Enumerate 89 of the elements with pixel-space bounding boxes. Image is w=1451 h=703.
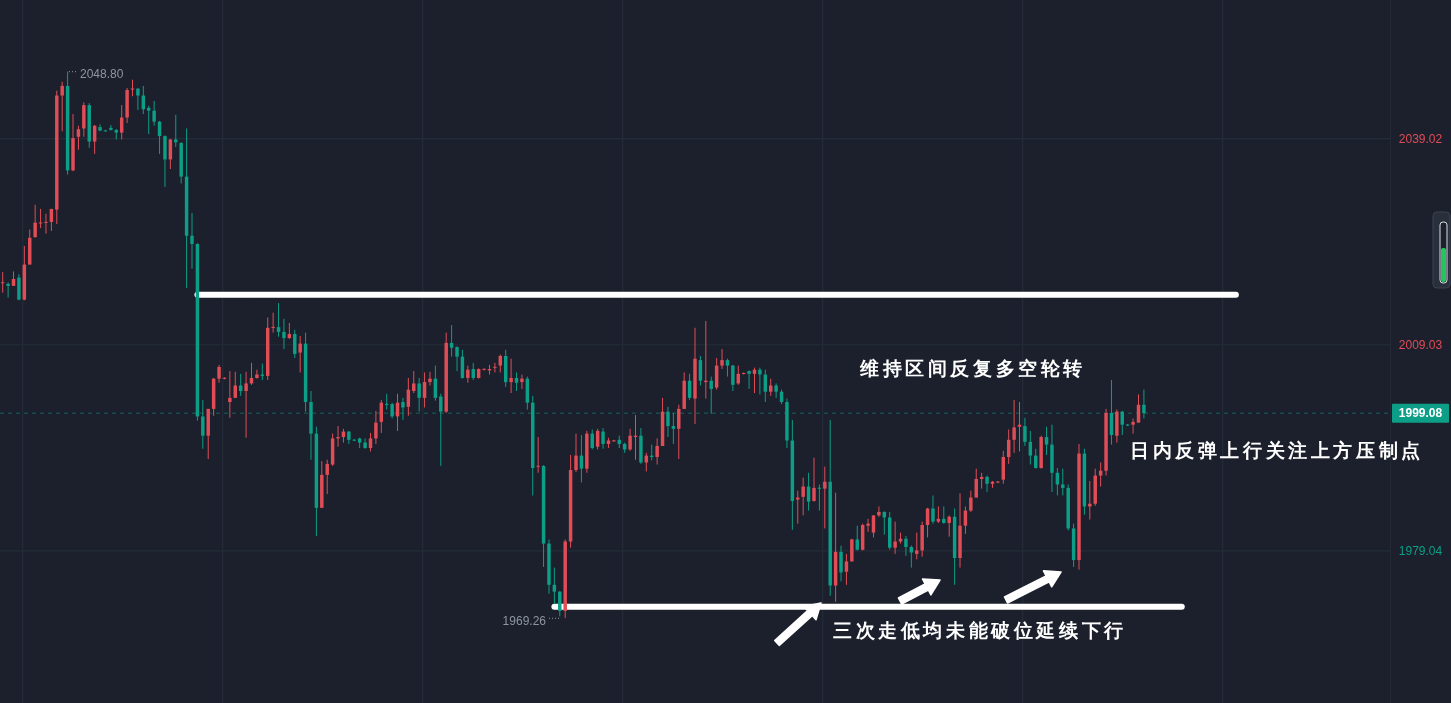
candlestick — [1044, 426, 1049, 456]
candlestick — [1061, 468, 1065, 496]
candlestick — [601, 427, 605, 450]
candlestick — [915, 532, 919, 560]
candlestick — [866, 518, 870, 533]
candlestick — [38, 208, 43, 229]
ref-line-label: 1999.08 — [1398, 406, 1443, 421]
candlestick — [368, 432, 373, 452]
candlestick — [996, 480, 1000, 484]
candlestick — [493, 362, 497, 373]
candlestick — [758, 367, 762, 395]
candlestick — [731, 364, 735, 392]
candlestick — [677, 404, 681, 460]
y-tick-label: 1979.04 — [1398, 543, 1443, 558]
candlestick — [298, 335, 302, 373]
candlestick — [482, 367, 486, 371]
candlestick — [655, 437, 659, 466]
candlestick — [844, 553, 849, 586]
candlestick — [271, 312, 275, 334]
annotation: 1969.26 — [502, 614, 547, 628]
candlestick — [877, 505, 881, 518]
candlestick — [839, 545, 843, 582]
candlestick — [558, 590, 562, 617]
candlestick — [671, 412, 676, 445]
y-tick-label: 2009.03 — [1398, 337, 1443, 352]
candlestick — [17, 273, 21, 301]
candlestick — [536, 436, 540, 474]
candlestick — [44, 213, 48, 235]
candlestick — [384, 393, 389, 411]
candlestick — [190, 212, 194, 270]
candlestick — [244, 371, 248, 439]
candlestick — [130, 79, 135, 97]
candlestick — [228, 370, 232, 419]
candlestick — [163, 134, 167, 188]
y-tick-label: 2039.02 — [1398, 131, 1443, 146]
candlestick — [109, 124, 113, 132]
candlestick — [612, 439, 616, 443]
candlestick — [152, 100, 156, 127]
candlestick — [374, 410, 378, 445]
candlestick — [439, 393, 443, 467]
candlestick — [628, 428, 632, 452]
annotation: 三次走低均未能破位延续下行 — [833, 619, 1127, 641]
candlestick — [82, 101, 86, 138]
candlestick — [801, 477, 805, 516]
candlestick — [1142, 389, 1146, 419]
candlestick — [401, 397, 405, 421]
candlestick — [969, 490, 973, 513]
candlestick — [282, 318, 286, 350]
candlestick — [455, 345, 459, 372]
candlestick — [774, 382, 778, 399]
candlestick — [909, 545, 914, 569]
candlestick — [666, 406, 670, 438]
candlestick — [823, 466, 827, 529]
candlestick — [574, 433, 578, 473]
annotation: 2048.80 — [80, 67, 124, 81]
candlestick — [904, 535, 908, 557]
candlestick — [893, 521, 897, 555]
candlestick — [33, 204, 37, 239]
annotation: 维持区间反复多空轮转 — [859, 357, 1086, 379]
candlestick — [136, 87, 140, 111]
candlestick — [812, 457, 816, 503]
candlestick — [0, 271, 5, 294]
candlestick — [855, 525, 859, 551]
candlestick — [520, 374, 524, 390]
candlestick — [871, 514, 876, 538]
candlestick — [147, 105, 151, 135]
candlestick — [947, 514, 951, 538]
candlestick — [1131, 418, 1135, 435]
candlestick — [60, 81, 64, 132]
candlestick — [1023, 417, 1027, 447]
candlestick — [255, 369, 259, 380]
candlestick — [76, 125, 81, 151]
candlestick — [817, 483, 822, 512]
candlestick — [363, 437, 367, 450]
candlestick — [747, 369, 751, 390]
candlestick — [6, 281, 10, 299]
candlestick — [720, 348, 724, 370]
candlestick — [201, 399, 205, 450]
candlestick — [709, 376, 713, 415]
candlestick — [1012, 399, 1016, 454]
annotation: 日内反弹上行关注上方压制点 — [1130, 439, 1424, 461]
candlestick — [428, 371, 432, 387]
candlestick — [985, 475, 989, 493]
candlestick — [417, 377, 421, 413]
candlestick — [509, 358, 513, 394]
candlestick — [412, 370, 416, 394]
candlestick — [931, 494, 935, 525]
candlestick — [325, 459, 329, 495]
candlestick — [741, 371, 746, 376]
